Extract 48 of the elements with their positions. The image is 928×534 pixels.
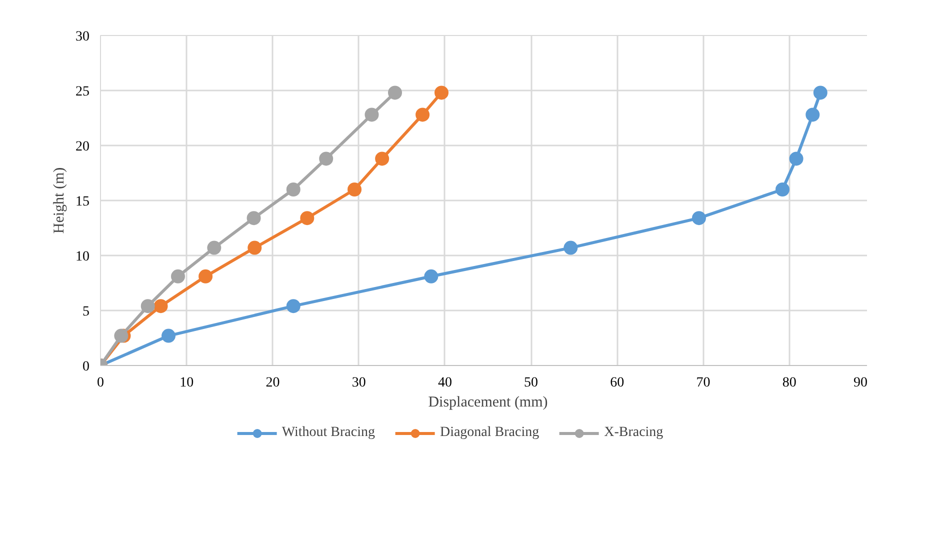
point [348, 182, 362, 196]
y-tick-label: 30 [76, 30, 90, 44]
y-axis-title: Height (m) [52, 167, 68, 234]
point [154, 299, 168, 314]
point [246, 211, 261, 226]
legend-label: Diagonal Bracing [440, 425, 540, 441]
point [114, 328, 128, 343]
x-tick-label: 10 [180, 376, 194, 390]
point [375, 152, 390, 166]
point [171, 269, 185, 284]
point [564, 240, 578, 255]
point [434, 86, 448, 100]
point [207, 240, 222, 255]
y-tick-label: 15 [76, 194, 90, 210]
x-tick-label: 60 [610, 376, 624, 390]
point [388, 86, 402, 100]
point [286, 182, 300, 196]
y-tick-label: 25 [76, 84, 90, 100]
y-tick-label: 10 [76, 250, 90, 264]
y-tick-label: 0 [82, 360, 90, 374]
y-tick-label: 5 [82, 304, 90, 320]
point [300, 211, 314, 226]
legend-label: X-Bracing [604, 425, 664, 441]
point [319, 152, 334, 166]
x-tick-label: 40 [438, 376, 452, 390]
point [140, 299, 155, 314]
x-axis-title: Displacement (mm) [428, 394, 548, 410]
x-tick-label: 20 [266, 376, 280, 390]
point [198, 269, 213, 284]
point [813, 86, 828, 100]
x-tick-label: 90 [854, 376, 868, 390]
legend-label: Without Bracing [282, 425, 375, 441]
x-tick-label: 30 [352, 376, 366, 390]
point [776, 182, 790, 196]
point [286, 299, 300, 314]
point [364, 108, 379, 122]
y-tick-label: 20 [76, 140, 90, 154]
point [692, 211, 706, 226]
point [162, 328, 176, 343]
point [416, 108, 430, 122]
x-tick-label: 70 [696, 376, 710, 390]
point [806, 108, 820, 122]
point [248, 240, 262, 255]
x-tick-label: 0 [97, 376, 104, 390]
point [789, 152, 804, 166]
x-tick-label: 80 [782, 376, 796, 390]
point [424, 269, 438, 284]
x-tick-label: 50 [524, 376, 538, 390]
